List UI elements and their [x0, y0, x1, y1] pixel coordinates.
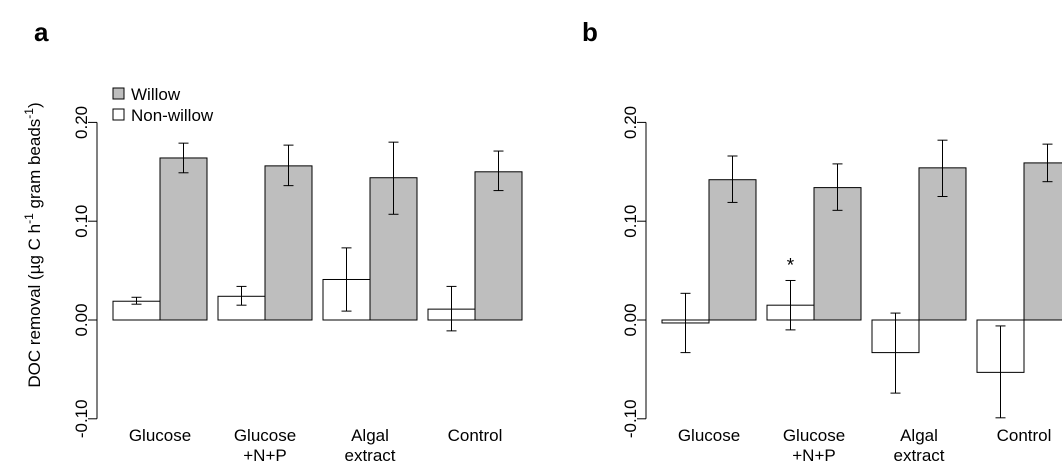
panel-b-category-label: Algal	[900, 426, 938, 445]
panel-b-category-label: +N+P	[792, 446, 835, 465]
panel-b-y-tick-label: -0.10	[621, 399, 640, 438]
panel-b-bar-willow	[708, 179, 757, 321]
panel-a-y-tick-label: 0.20	[72, 106, 91, 139]
legend-label-non-willow: Non-willow	[131, 106, 214, 125]
panel-b-y-tick-label: 0.00	[621, 303, 640, 336]
panel-a-bar-willow	[264, 165, 313, 321]
panel-a-category-label: Algal	[351, 426, 389, 445]
y-axis-title-sup-2: -1	[22, 108, 36, 119]
panel-b-category-label: extract	[893, 446, 944, 465]
svg-text:DOC removal (µg C h-1 gram bea: DOC removal (µg C h-1 gram beads-1)	[22, 102, 44, 387]
panel-a-category-label: Glucose	[234, 426, 296, 445]
panel-a-bar-willow	[474, 171, 523, 321]
panel-a-bar-willow	[159, 157, 208, 321]
y-axis-title-mid: gram beads	[25, 119, 44, 214]
panel-b-label: b	[582, 17, 598, 47]
panel-b-significance-marker: *	[787, 255, 795, 276]
legend-swatch-willow	[112, 87, 125, 100]
panel-b-category-label: Glucose	[678, 426, 740, 445]
panel-b-y-tick-label: 0.20	[621, 106, 640, 139]
panel-a-y-tick-label: 0.10	[72, 205, 91, 238]
legend-label-willow: Willow	[131, 85, 181, 104]
legend: Willow Non-willow	[112, 85, 214, 125]
panel-a-y-tick-label: 0.00	[72, 303, 91, 336]
panel-b-category-label: Control	[997, 426, 1052, 445]
panel-a-category-label: +N+P	[243, 446, 286, 465]
y-axis-title-main: DOC removal (µg C h	[25, 224, 44, 388]
panel-b-y-tick-label: 0.10	[621, 205, 640, 238]
y-axis-title: DOC removal (µg C h-1 gram beads-1)	[22, 102, 44, 387]
panel-b-bar-willow	[1023, 162, 1062, 321]
panel-a-y-tick-label: -0.10	[72, 399, 91, 438]
panel-a-label: a	[34, 17, 49, 47]
y-axis-title-sup-1: -1	[22, 213, 36, 224]
panel-a-category-label: Control	[448, 426, 503, 445]
panel-a-category-label: extract	[344, 446, 395, 465]
panel-b-category-label: Glucose	[783, 426, 845, 445]
y-axis-title-end: )	[25, 102, 44, 108]
legend-swatch-non-willow	[112, 108, 125, 121]
panel-a-category-label: Glucose	[129, 426, 191, 445]
